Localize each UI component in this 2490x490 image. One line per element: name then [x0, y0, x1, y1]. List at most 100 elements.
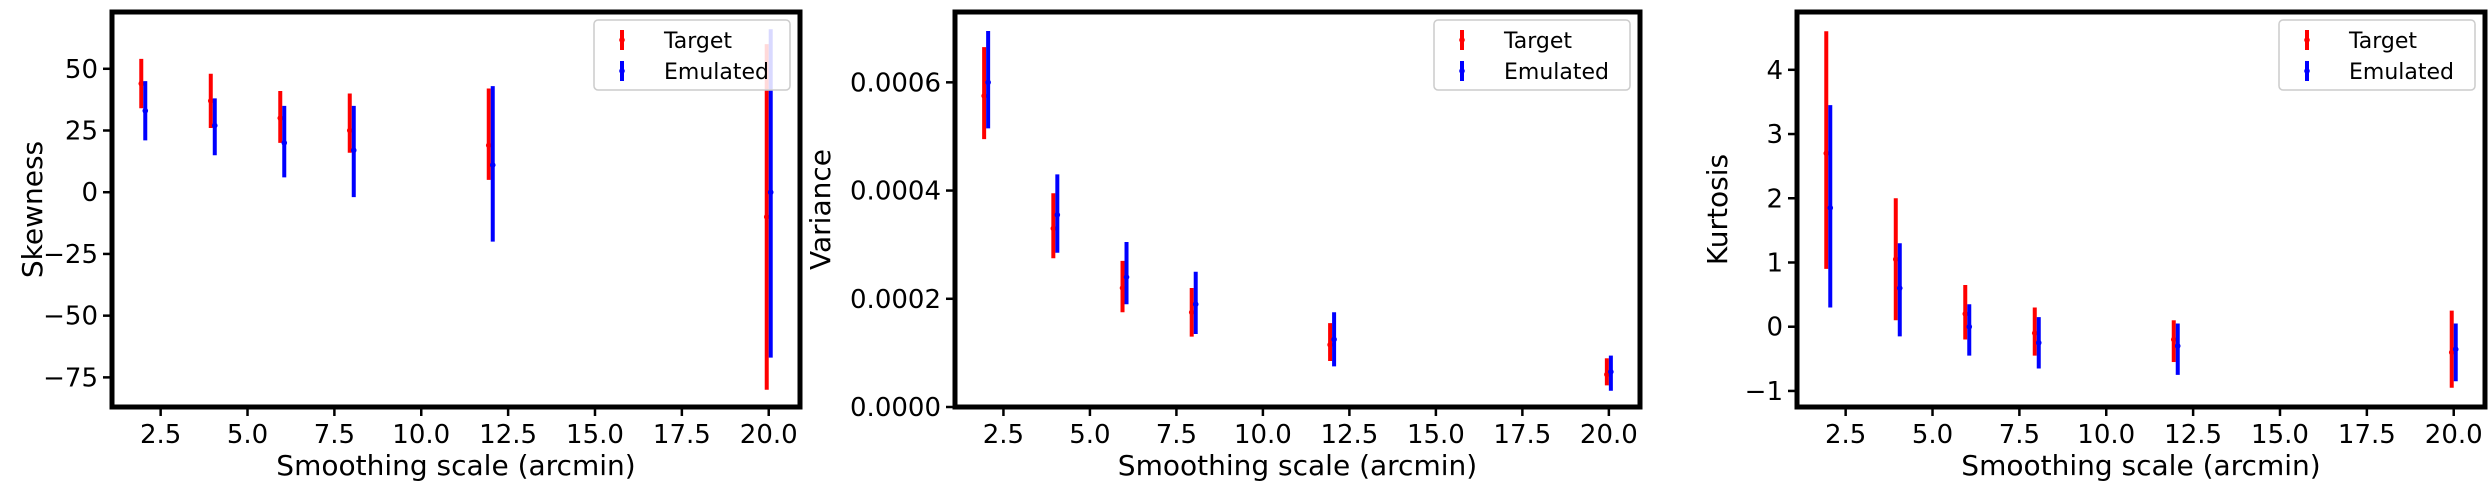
legend-label-emulated: Emulated [664, 60, 769, 85]
point-emulated-1 [211, 122, 218, 129]
x-tick-label: 5.0 [1912, 420, 1953, 450]
point-target-2 [277, 115, 284, 121]
series-target [981, 47, 1610, 386]
point-target-0 [981, 93, 987, 99]
point-emulated-0 [142, 107, 149, 114]
point-target-5 [1604, 371, 1610, 378]
point-emulated-4 [2174, 343, 2181, 349]
legend-label-emulated: Emulated [2349, 60, 2454, 85]
y-tick-label: 0.0000 [850, 393, 941, 423]
y-tick-label: −1 [1745, 377, 1783, 407]
point-target-1 [207, 98, 214, 104]
x-tick-label: 10.0 [392, 420, 450, 450]
point-target-0 [1823, 150, 1830, 157]
y-tick-label: 0.0002 [850, 285, 941, 315]
legend: Target Emulated [593, 19, 791, 91]
point-emulated-1 [1054, 212, 1061, 218]
y-tick-label: 50 [65, 55, 98, 85]
x-tick-label: 2.5 [983, 420, 1024, 450]
legend-marker-point-emulated [619, 68, 625, 74]
x-axis-label: Smoothing scale (arcmin) [1118, 449, 1477, 482]
series-emulated [1827, 105, 2459, 382]
series-target [1823, 31, 2455, 388]
x-tick-label: 5.0 [227, 420, 268, 450]
y-axis-label: Skewness [16, 141, 49, 278]
legend-marker-point-target [2304, 37, 2310, 43]
point-target-5 [2448, 349, 2455, 356]
y-tick-label: 4 [1766, 56, 1783, 86]
point-target-3 [346, 127, 353, 134]
x-tick-label: 15.0 [1407, 420, 1465, 450]
x-tick-label: 17.5 [2338, 420, 2396, 450]
y-tick-label: −50 [43, 302, 98, 332]
point-target-2 [1962, 311, 1969, 317]
point-target-3 [2031, 330, 2038, 336]
legend-label-emulated: Emulated [1504, 60, 1609, 85]
chart-panel-skewness: 2.5 5.0 7.5 10.0 12.5 15.0 17.5 20.0 50 25 0 −25 −50… [16, 9, 803, 482]
x-tick-label: 17.5 [653, 420, 711, 450]
x-tick-label: 15.0 [2251, 420, 2309, 450]
y-tick-label: 0.0006 [850, 68, 941, 98]
y-tick-label: −75 [43, 363, 98, 393]
x-tick-label: 7.5 [314, 420, 355, 450]
x-tick-label: 20.0 [2425, 420, 2483, 450]
legend-label-target: Target [663, 29, 732, 54]
point-target-4 [1327, 341, 1333, 348]
x-tick-label: 20.0 [1580, 420, 1638, 450]
x-tick-label: 20.0 [740, 420, 798, 450]
point-emulated-0 [985, 79, 991, 86]
x-tick-label: 12.5 [1320, 420, 1378, 450]
x-tick-label: 10.0 [1234, 420, 1292, 450]
x-tick-label: 2.5 [1825, 420, 1866, 450]
point-target-1 [1050, 225, 1057, 232]
point-target-5 [763, 214, 770, 220]
legend: Target Emulated [1433, 19, 1631, 91]
point-target-3 [1188, 309, 1195, 316]
series-emulated [985, 30, 1614, 391]
y-tick-label: 1 [1766, 248, 1783, 278]
point-emulated-5 [767, 189, 774, 196]
x-tick-label: 12.5 [479, 420, 537, 450]
legend-label-target: Target [1503, 29, 1572, 54]
x-tick-label: 7.5 [1999, 420, 2040, 450]
x-tick-label: 7.5 [1156, 420, 1197, 450]
x-tick-label: 17.5 [1493, 420, 1551, 450]
x-tick-label: 15.0 [566, 420, 624, 450]
y-tick-label: 2 [1766, 184, 1783, 214]
point-emulated-5 [1608, 369, 1614, 375]
y-tick-label: 0.0004 [850, 177, 941, 207]
point-emulated-4 [1331, 336, 1337, 343]
axes-frame [1794, 9, 2488, 410]
point-target-4 [2170, 336, 2177, 343]
point-emulated-2 [1966, 323, 1973, 330]
chart-panel-variance: 2.5 5.0 7.5 10.0 12.5 15.0 17.5 20.0 0.0006 0.000… [804, 9, 1643, 482]
legend: Target Emulated [2278, 19, 2476, 91]
point-emulated-4 [489, 162, 496, 168]
point-target-2 [1119, 285, 1126, 291]
legend-box [593, 19, 791, 91]
point-emulated-2 [1123, 274, 1130, 280]
x-tick-label: 5.0 [1069, 420, 1110, 450]
point-emulated-3 [2035, 339, 2042, 346]
legend-box [1433, 19, 1631, 91]
x-tick-label: 10.0 [2077, 420, 2135, 450]
series-target [138, 44, 770, 390]
legend-marker-point-target [619, 37, 625, 43]
point-emulated-2 [281, 140, 288, 146]
x-axis-label: Smoothing scale (arcmin) [1961, 449, 2320, 482]
x-tick-label: 12.5 [2164, 420, 2222, 450]
point-target-1 [1892, 256, 1899, 263]
y-axis-label: Variance [804, 149, 837, 270]
point-emulated-3 [350, 147, 357, 154]
legend-marker-point-emulated [1459, 68, 1465, 74]
legend-marker-point-target [1459, 37, 1465, 43]
y-tick-label: 3 [1766, 120, 1783, 150]
point-emulated-3 [1192, 301, 1199, 307]
y-tick-label: 25 [65, 117, 98, 147]
point-target-4 [485, 142, 492, 149]
legend-marker-point-emulated [2304, 68, 2310, 74]
point-emulated-5 [2452, 346, 2459, 352]
axes-frame [109, 9, 803, 410]
chart-panel-kurtosis: 2.5 5.0 7.5 10.0 12.5 15.0 17.5 20.0 4 3 2 1 0 −1 Smoo… [1701, 9, 2488, 482]
